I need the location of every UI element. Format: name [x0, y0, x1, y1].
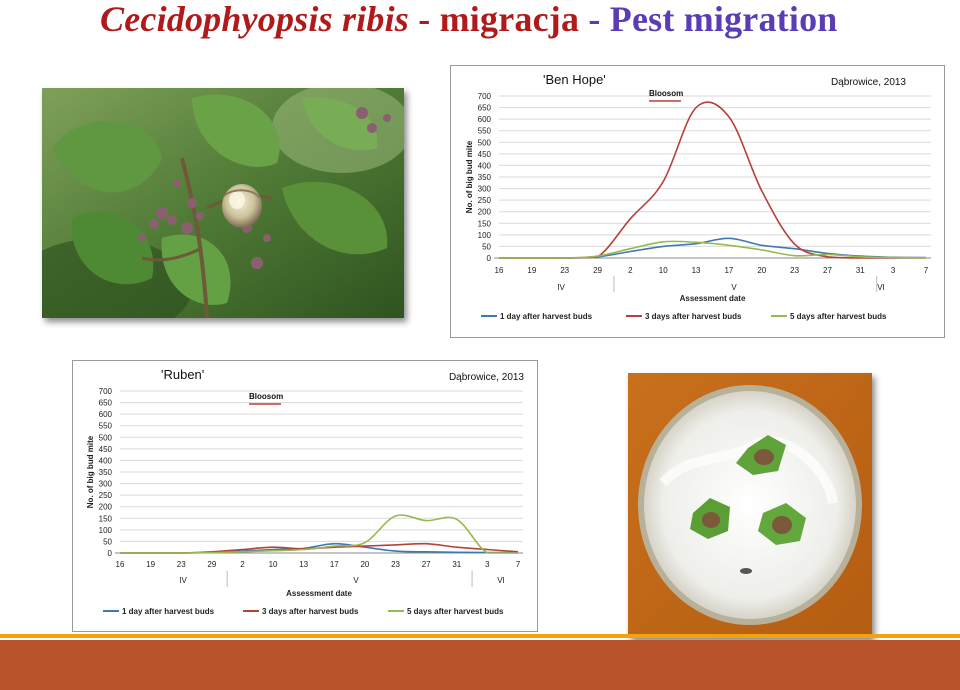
slide-title: Cecidophyopsis ribis - migracja - Pest m…: [100, 0, 838, 40]
bloosom-annotation: Bloosom: [649, 89, 683, 98]
jar-illustration: [628, 373, 872, 638]
chart-ruben: 0 50 100 150 200 250 300 350 400 450 500 550 600 650 7…: [72, 360, 538, 632]
x-tick-label: 23: [177, 560, 186, 569]
y-tick-label: 500: [478, 138, 492, 147]
y-tick-label: 100: [478, 231, 492, 240]
legend-label: 1 day after harvest buds: [122, 607, 215, 616]
x-tick-label: 23: [790, 266, 799, 275]
photo-currant-plant: [42, 88, 404, 318]
y-tick-label: 300: [478, 185, 492, 194]
y-tick-label: 300: [99, 480, 113, 489]
chart-title: 'Ben Hope': [543, 72, 606, 87]
currant-plant-illustration: [42, 88, 404, 318]
y-tick-label: 450: [478, 150, 492, 159]
legend-label: 5 days after harvest buds: [790, 312, 887, 321]
y-tick-label: 700: [478, 92, 492, 101]
month-label: V: [731, 283, 737, 292]
x-tick-label: 7: [516, 560, 521, 569]
month-label: V: [353, 576, 359, 585]
x-tick-label: 13: [692, 266, 701, 275]
y-tick-label: 500: [99, 433, 113, 442]
y-tick-label: 650: [478, 104, 492, 113]
series-line: [498, 237, 927, 259]
series-line: [498, 240, 927, 259]
y-axis-label: No. of big bud mite: [86, 435, 95, 508]
x-tick-label: 31: [856, 266, 865, 275]
series-line: [119, 514, 518, 554]
month-label: VI: [497, 576, 505, 585]
title-english: Pest migration: [609, 0, 838, 39]
x-axis-label: Assessment date: [286, 589, 352, 598]
y-tick-label: 600: [478, 115, 492, 124]
y-tick-label: 0: [108, 549, 113, 558]
x-tick-label: 13: [299, 560, 308, 569]
legend-label: 1 day after harvest buds: [500, 312, 593, 321]
x-tick-label: 10: [659, 266, 668, 275]
y-tick-label: 400: [478, 161, 492, 170]
chart-subtitle: Dąbrowice, 2013: [831, 77, 906, 88]
x-tick-label: 7: [924, 266, 929, 275]
x-tick-label: 20: [757, 266, 766, 275]
chart-ben-hope-svg: 0 50 100 150 200 250 300 350 400 450 500 550 600 650 7…: [465, 72, 931, 321]
y-tick-label: 200: [99, 503, 113, 512]
x-tick-label: 16: [495, 266, 504, 275]
bloosom-annotation: Bloosom: [249, 392, 283, 401]
y-tick-label: 250: [99, 491, 113, 500]
x-tick-label: 17: [330, 560, 339, 569]
y-tick-label: 600: [99, 410, 113, 419]
y-tick-label: 350: [99, 468, 113, 477]
chart-subtitle: Dąbrowice, 2013: [449, 372, 524, 383]
chart-ruben-svg: 0 50 100 150 200 250 300 350 400 450 500 550 600 650 7…: [86, 367, 524, 616]
y-tick-label: 450: [99, 445, 113, 454]
y-tick-label: 50: [103, 537, 112, 546]
x-tick-label: 3: [485, 560, 490, 569]
chart-ben-hope: 0 50 100 150 200 250 300 350 400 450 500 550 600 650 7…: [450, 65, 945, 338]
y-tick-label: 550: [99, 422, 113, 431]
month-label: IV: [179, 576, 187, 585]
y-tick-label: 250: [478, 196, 492, 205]
y-tick-label: 50: [482, 242, 491, 251]
x-tick-label: 19: [527, 266, 536, 275]
y-tick-label: 550: [478, 127, 492, 136]
x-tick-label: 17: [724, 266, 733, 275]
y-tick-label: 350: [478, 173, 492, 182]
title-species: Cecidophyopsis ribis: [100, 0, 410, 39]
x-tick-label: 31: [452, 560, 461, 569]
x-tick-label: 19: [146, 560, 155, 569]
x-tick-label: 2: [240, 560, 245, 569]
y-tick-label: 0: [487, 254, 492, 263]
month-label: IV: [557, 283, 565, 292]
chart-title: 'Ruben': [161, 367, 204, 382]
x-tick-label: 23: [391, 560, 400, 569]
x-tick-label: 2: [628, 266, 633, 275]
x-tick-label: 23: [560, 266, 569, 275]
footer-bar: [0, 640, 960, 690]
photo-jar-with-buds: [628, 373, 872, 638]
title-separator: -: [409, 0, 440, 39]
footer-accent-strip: [0, 634, 960, 638]
x-tick-label: 27: [823, 266, 832, 275]
y-tick-label: 150: [478, 219, 492, 228]
x-tick-label: 16: [116, 560, 125, 569]
y-tick-label: 100: [99, 526, 113, 535]
legend-label: 3 days after harvest buds: [262, 607, 359, 616]
legend-label: 5 days after harvest buds: [407, 607, 504, 616]
x-axis-label: Assessment date: [680, 294, 746, 303]
x-tick-label: 10: [269, 560, 278, 569]
title-polish: migracja: [439, 0, 580, 39]
legend-label: 3 days after harvest buds: [645, 312, 742, 321]
x-tick-label: 27: [422, 560, 431, 569]
y-tick-label: 200: [478, 208, 492, 217]
x-tick-label: 29: [593, 266, 602, 275]
title-separator: -: [579, 0, 610, 39]
x-tick-label: 29: [207, 560, 216, 569]
y-axis-label: No. of big bud mite: [465, 140, 474, 213]
x-tick-label: 3: [891, 266, 896, 275]
y-tick-label: 650: [99, 399, 113, 408]
y-tick-label: 400: [99, 456, 113, 465]
y-tick-label: 150: [99, 514, 113, 523]
y-tick-label: 700: [99, 387, 113, 396]
month-label: VI: [877, 283, 885, 292]
x-tick-label: 20: [360, 560, 369, 569]
